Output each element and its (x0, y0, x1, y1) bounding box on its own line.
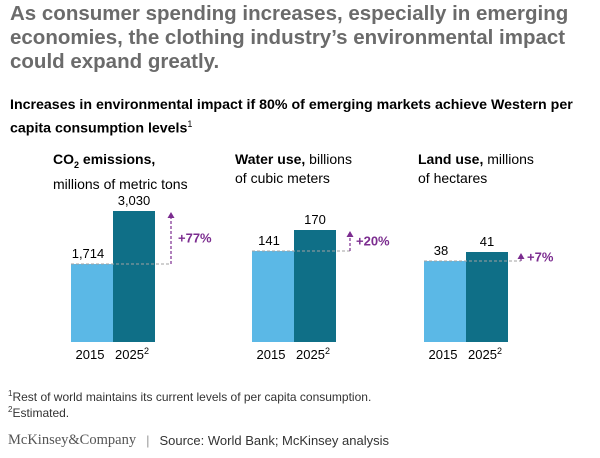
headline: As consumer spending increases, especial… (10, 2, 569, 73)
value-label-co2-2015: 1,714 (72, 246, 105, 261)
footnote-2: 2Estimated. (8, 402, 69, 421)
panel-title-bold: Water use, (235, 151, 306, 167)
value-label-water-2015: 141 (258, 233, 280, 248)
panel-title-bold: Land use, (418, 151, 484, 167)
panel-title-water: Water use, billions of cubic meters (235, 150, 352, 188)
source-row: McKinsey&Company | Source: World Bank; M… (8, 432, 389, 449)
panel-title-inline: billions (305, 151, 352, 167)
category-label-water-2015: 2015 (257, 347, 286, 362)
panel-title-bold-rest: emissions, (79, 151, 156, 167)
footnote-text: Rest of world maintains its current leve… (12, 390, 372, 404)
panel-title-subscript: 2 (74, 159, 80, 170)
change-label-water: +20% (356, 234, 390, 249)
panel-title-unit: of cubic meters (235, 170, 330, 186)
bar-land-2015 (424, 261, 466, 342)
subheading-text: Increases in environmental impact if 80%… (10, 97, 573, 137)
category-label-co2-2025: 20252 (115, 346, 149, 362)
panel-title-unit: millions of metric tons (53, 175, 188, 192)
change-arrowhead-co2 (167, 212, 175, 218)
source-text: Source: World Bank; McKinsey analysis (159, 433, 389, 448)
panel-title-land: Land use, millions of hectares (418, 150, 534, 188)
subheading-footnote-mark: 1 (187, 119, 193, 129)
chart-subheading: Increases in environmental impact if 80%… (10, 96, 595, 139)
change-label-land: +7% (527, 250, 554, 265)
bar-water-2015 (252, 251, 294, 342)
change-label-co2: +77% (178, 231, 212, 246)
value-label-water-2025: 170 (304, 212, 326, 227)
brand-logo: McKinsey&Company (8, 432, 137, 448)
panel-title-unit: of hectares (418, 170, 488, 186)
category-footnote-mark: 2 (144, 346, 149, 356)
category-footnote-mark: 2 (497, 346, 502, 356)
panel-title-co2: CO2 emissions, millions of metric tons (53, 150, 188, 194)
footnote-mark: 2 (8, 405, 13, 414)
footnote-1: 1Rest of world maintains its current lev… (8, 386, 371, 405)
category-footnote-mark: 2 (325, 346, 330, 356)
bar-co2-2015 (71, 264, 113, 342)
category-label-co2-2015: 2015 (76, 347, 105, 362)
change-arrowhead-land (517, 253, 525, 259)
bar-land-2025 (466, 252, 508, 342)
panel-title-inline: millions (483, 151, 534, 167)
bar-water-2025 (294, 230, 336, 342)
footnote-text: Estimated. (12, 406, 70, 420)
category-label-water-2025: 20252 (296, 346, 330, 362)
panel-title-bold: CO (53, 151, 74, 167)
bar-co2-2025 (113, 211, 155, 342)
value-label-land-2015: 38 (434, 243, 448, 258)
value-label-land-2025: 41 (480, 234, 494, 249)
category-label-land-2015: 2015 (429, 347, 458, 362)
category-label-land-2025: 20252 (468, 346, 502, 362)
value-label-co2-2025: 3,030 (118, 193, 151, 208)
change-arrowhead-water (346, 231, 354, 237)
divider: | (146, 433, 150, 448)
footnote-mark: 1 (8, 389, 13, 398)
